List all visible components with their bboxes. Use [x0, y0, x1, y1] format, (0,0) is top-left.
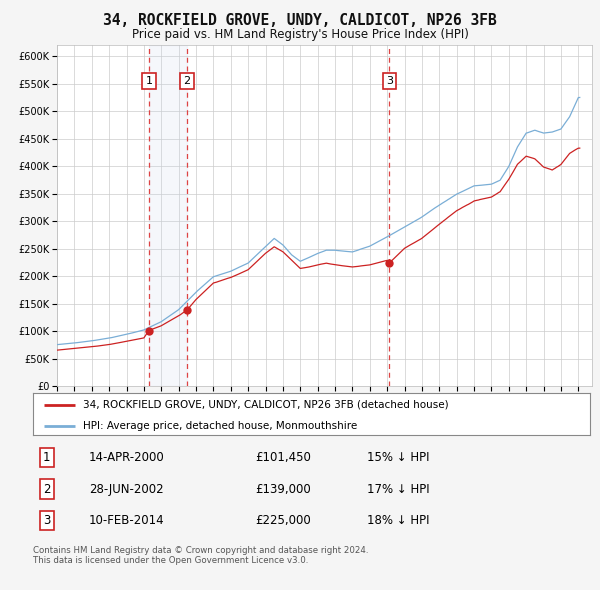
Text: 28-JUN-2002: 28-JUN-2002	[89, 483, 163, 496]
Text: £101,450: £101,450	[256, 451, 311, 464]
Text: £139,000: £139,000	[256, 483, 311, 496]
Text: 2: 2	[184, 76, 191, 86]
Text: 3: 3	[43, 514, 50, 527]
Bar	[149, 45, 187, 386]
Text: 14-APR-2000: 14-APR-2000	[89, 451, 164, 464]
Text: 18% ↓ HPI: 18% ↓ HPI	[367, 514, 430, 527]
Text: 34, ROCKFIELD GROVE, UNDY, CALDICOT, NP26 3FB (detached house): 34, ROCKFIELD GROVE, UNDY, CALDICOT, NP2…	[83, 400, 449, 410]
Text: Price paid vs. HM Land Registry's House Price Index (HPI): Price paid vs. HM Land Registry's House …	[131, 28, 469, 41]
Text: 2: 2	[43, 483, 50, 496]
Text: 3: 3	[386, 76, 393, 86]
Text: 1: 1	[43, 451, 50, 464]
Text: 15% ↓ HPI: 15% ↓ HPI	[367, 451, 430, 464]
Text: £225,000: £225,000	[256, 514, 311, 527]
Text: 17% ↓ HPI: 17% ↓ HPI	[367, 483, 430, 496]
Text: 10-FEB-2014: 10-FEB-2014	[89, 514, 164, 527]
Text: HPI: Average price, detached house, Monmouthshire: HPI: Average price, detached house, Monm…	[83, 421, 358, 431]
Text: 34, ROCKFIELD GROVE, UNDY, CALDICOT, NP26 3FB: 34, ROCKFIELD GROVE, UNDY, CALDICOT, NP2…	[103, 13, 497, 28]
Text: Contains HM Land Registry data © Crown copyright and database right 2024.
This d: Contains HM Land Registry data © Crown c…	[33, 546, 368, 565]
Text: 1: 1	[145, 76, 152, 86]
